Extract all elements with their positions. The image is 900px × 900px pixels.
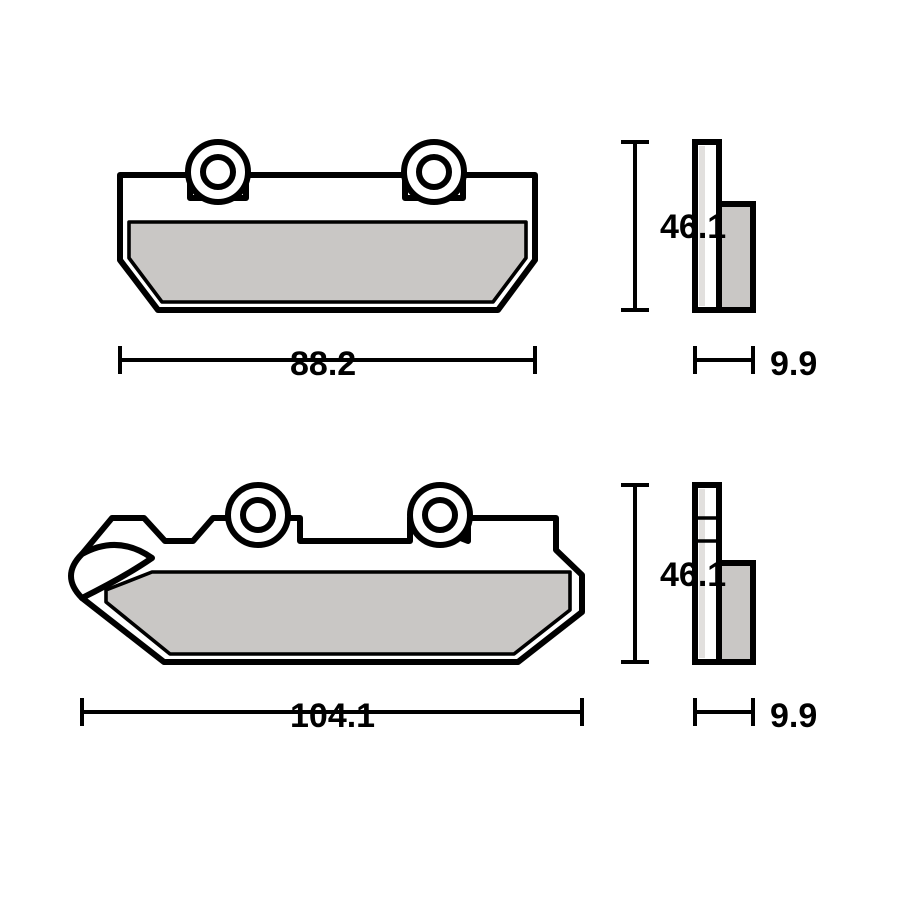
dim-top-width: 88.2 <box>290 345 356 384</box>
dim-bottom-thick: 9.9 <box>770 697 817 736</box>
dim-top-height: 46.1 <box>660 208 726 247</box>
dim-bottom-height: 46.1 <box>660 556 726 595</box>
dim-bottom-width: 104.1 <box>290 697 375 736</box>
drawing-stage: 88.2 46.1 9.9 104.1 46.1 9.9 <box>0 0 900 900</box>
dim-top-thick: 9.9 <box>770 345 817 384</box>
technical-drawing <box>0 0 900 900</box>
